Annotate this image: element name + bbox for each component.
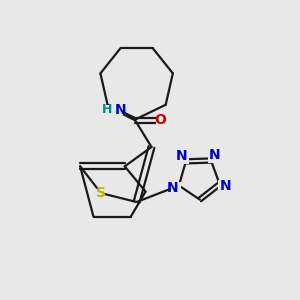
Bar (105, 105, 123, 115)
Bar (171, 182, 181, 191)
Bar (179, 154, 189, 164)
Bar (156, 116, 165, 125)
Bar (208, 153, 218, 163)
Text: H: H (102, 103, 112, 116)
Text: N: N (167, 181, 178, 195)
Bar (97, 189, 105, 198)
Text: N: N (220, 179, 232, 193)
Text: N: N (209, 148, 220, 162)
Bar (218, 180, 227, 190)
Text: N: N (176, 149, 188, 163)
Text: O: O (154, 113, 166, 127)
Text: N: N (115, 103, 127, 117)
Text: S: S (96, 186, 106, 200)
